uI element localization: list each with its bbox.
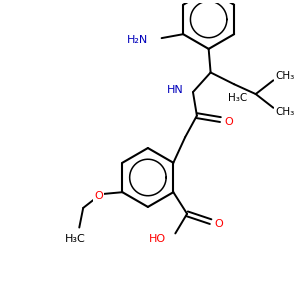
Text: O: O bbox=[224, 116, 233, 127]
Text: O: O bbox=[94, 191, 103, 201]
Text: H₃C: H₃C bbox=[228, 93, 248, 103]
Text: O: O bbox=[214, 219, 223, 229]
Text: HN: HN bbox=[167, 85, 183, 95]
Text: CH₃: CH₃ bbox=[275, 71, 295, 81]
Text: H₃C: H₃C bbox=[65, 234, 86, 244]
Text: CH₃: CH₃ bbox=[275, 107, 295, 117]
Text: HO: HO bbox=[148, 234, 166, 244]
Text: H₂N: H₂N bbox=[127, 35, 148, 45]
